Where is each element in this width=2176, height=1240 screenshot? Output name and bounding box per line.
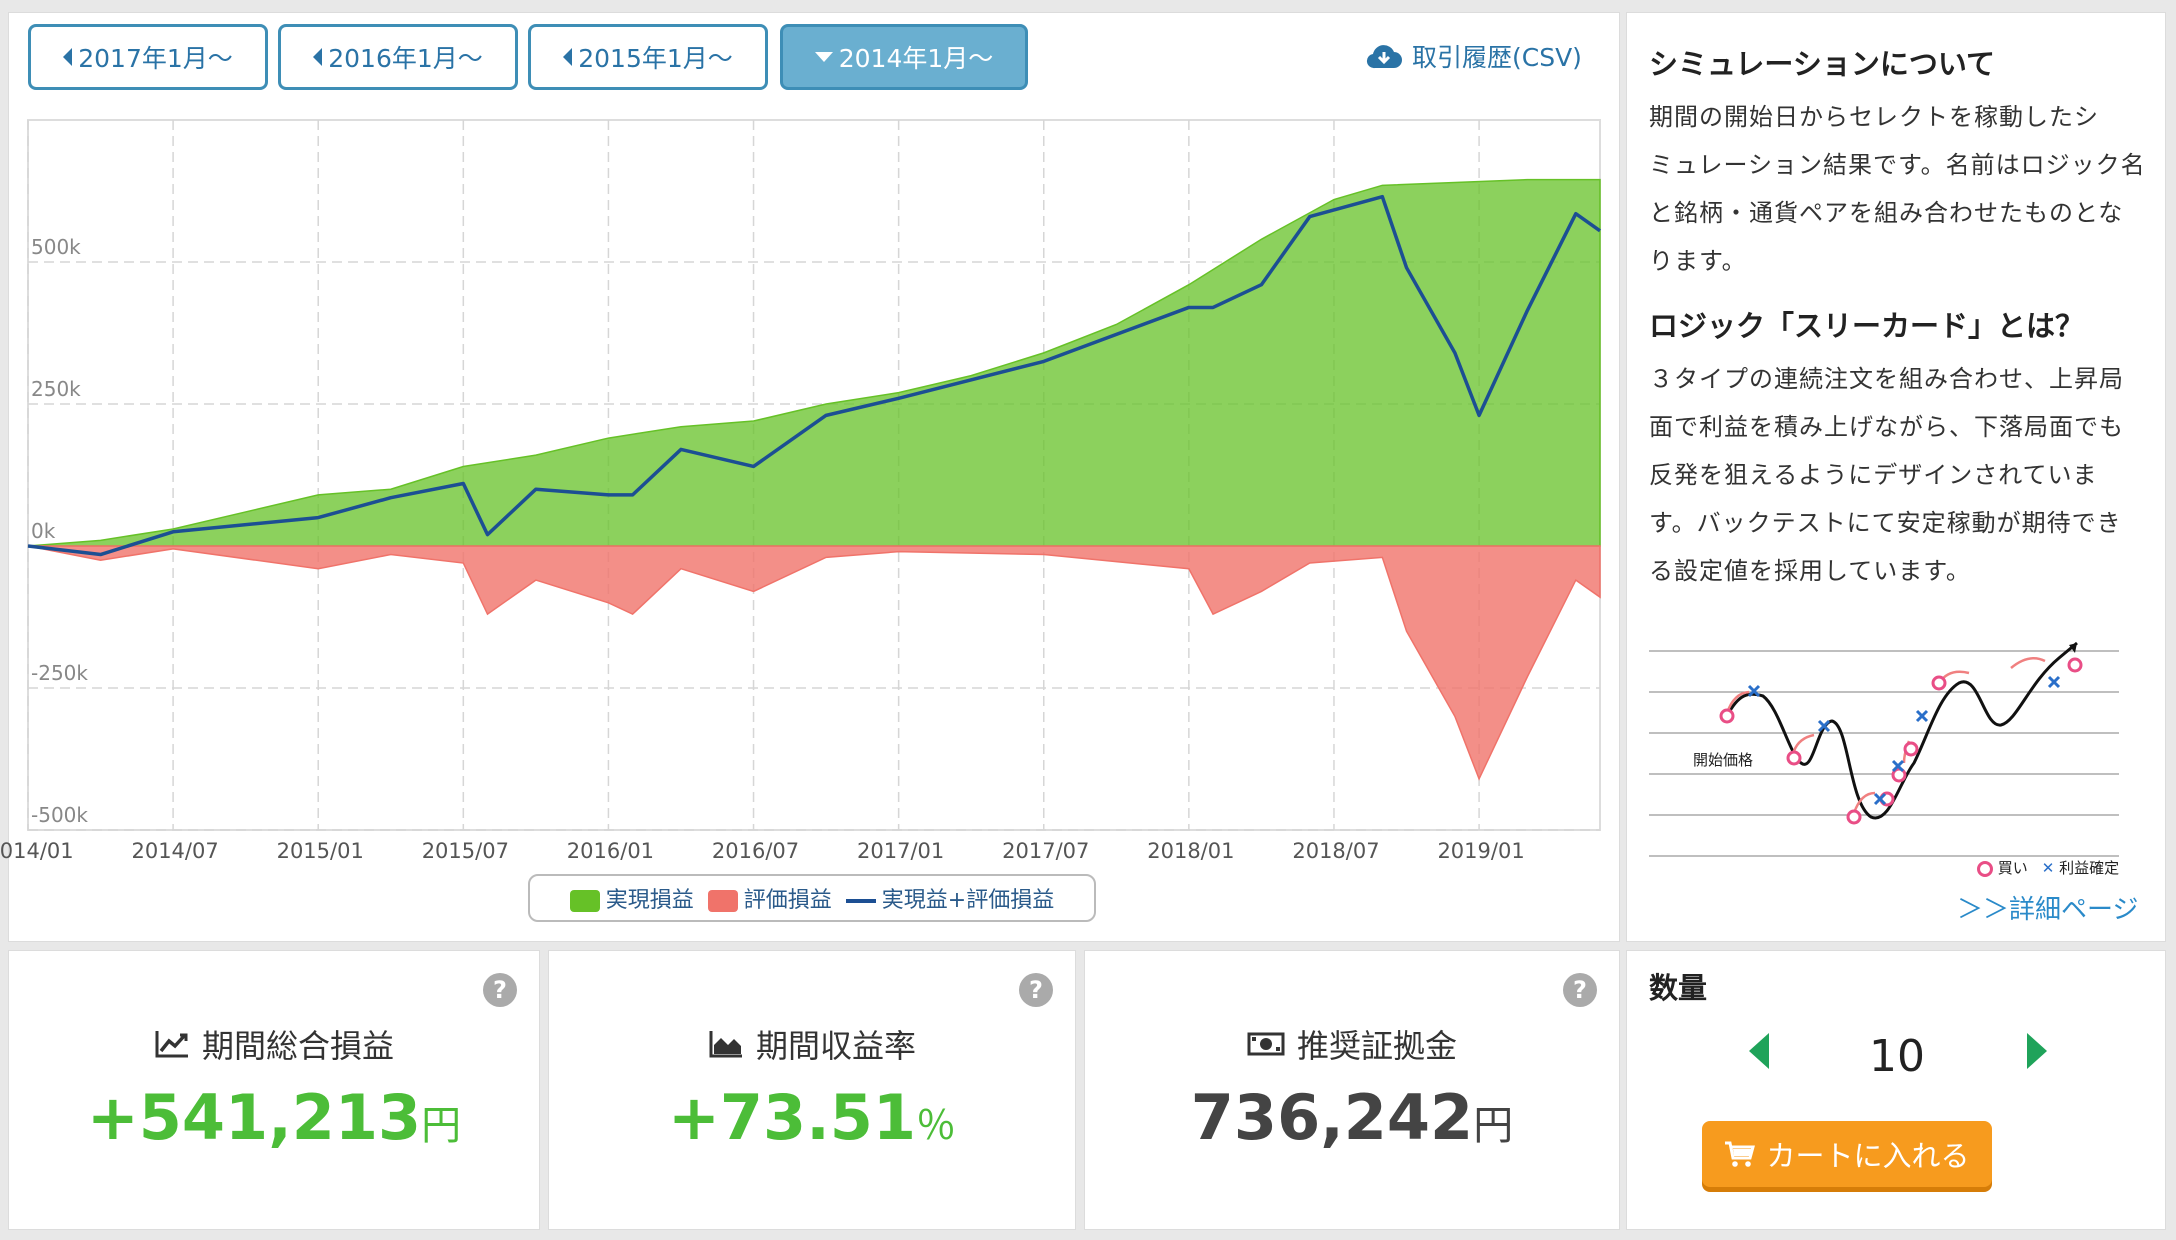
csv-link-label: 取引履歴(CSV) bbox=[1412, 43, 1582, 72]
simulation-text-line: ミュレーション結果です。名前はロジック名 bbox=[1649, 151, 2146, 179]
logic-text-line: ３タイプの連続注文を組み合わせ、上昇局 bbox=[1649, 365, 2124, 393]
x-tick-label: 2019/01 bbox=[1437, 839, 1524, 863]
x-tick-label: 2016/01 bbox=[567, 839, 654, 863]
stat-margin: ? 推奨証拠金 736,242円 bbox=[1084, 950, 1620, 1230]
legend-item-unrealized[interactable]: 評価損益 bbox=[707, 882, 832, 914]
y-tick-label: -250k bbox=[31, 661, 88, 685]
caret-down-icon bbox=[814, 52, 833, 62]
stat-value: 736,242 bbox=[1190, 1081, 1474, 1154]
stat-title: 期間総合損益 bbox=[201, 1027, 394, 1065]
logic-diagram bbox=[1649, 641, 2119, 857]
tab-2016[interactable]: 2016年1月〜 bbox=[278, 24, 518, 90]
money-icon bbox=[1247, 1032, 1285, 1056]
logic-text-line: 反発を狙えるようにデザインされていま bbox=[1649, 461, 2098, 489]
stat-unit: ％ bbox=[916, 1103, 957, 1149]
info-panel: シミュレーションについて 期間の開始日からセレクトを稼動したシ ミュレーション結… bbox=[1626, 12, 2166, 942]
tab-2014[interactable]: 2014年1月〜 bbox=[780, 24, 1028, 90]
stat-title: 期間収益率 bbox=[755, 1027, 916, 1065]
help-icon[interactable]: ? bbox=[1563, 973, 1597, 1007]
diagram-legend: 買い ✕ 利益確定 bbox=[1977, 857, 2119, 878]
tab-2015[interactable]: 2015年1月〜 bbox=[528, 24, 768, 90]
y-tick-label: 500k bbox=[31, 235, 81, 259]
x-tick-label: 2018/07 bbox=[1292, 839, 1379, 863]
stat-value: +73.51 bbox=[667, 1081, 917, 1154]
profit-chart: 500k 250k 0k -250k -500k 2014/01 2014/07 2015/0… bbox=[0, 119, 1602, 863]
chart-legend: 実現損益 評価損益 実現益+評価損益 bbox=[528, 874, 1096, 922]
x-tick-label: 2014/01 bbox=[0, 839, 74, 863]
logic-text-line: す。バックテストにて安定稼動が期待でき bbox=[1649, 509, 2122, 537]
stat-unit: 円 bbox=[1473, 1103, 1514, 1149]
realized-profit-area bbox=[27, 178, 1601, 547]
y-tick-label: -500k bbox=[31, 803, 88, 827]
line-chart-icon bbox=[155, 1031, 188, 1058]
stat-return-rate: ? 期間収益率 +73.51％ bbox=[548, 950, 1076, 1230]
profit-marker-icon: ✕ bbox=[2041, 859, 2055, 877]
quantity-value[interactable]: 10 bbox=[1869, 1031, 1925, 1082]
add-to-cart-button[interactable]: カートに入れる bbox=[1702, 1121, 1992, 1187]
x-tick-label: 2017/07 bbox=[1002, 839, 1089, 863]
x-tick-label: 2015/07 bbox=[422, 839, 509, 863]
y-tick-label: 0k bbox=[31, 519, 56, 543]
x-tick-label: 2015/01 bbox=[277, 839, 364, 863]
simulation-heading: シミュレーションについて bbox=[1649, 47, 1995, 81]
legend-item-total[interactable]: 実現益+評価損益 bbox=[845, 882, 1054, 914]
stat-unit: 円 bbox=[421, 1103, 462, 1149]
x-tick-label: 2016/07 bbox=[712, 839, 799, 863]
tab-label: 2014年1月〜 bbox=[838, 44, 994, 73]
simulation-text-line: と銘柄・通貨ペアを組み合わせたものとな bbox=[1649, 199, 2124, 227]
order-panel: 数量 10 カートに入れる bbox=[1626, 950, 2166, 1230]
logic-heading: ロジック「スリーカード」とは？ bbox=[1649, 309, 2085, 343]
y-tick-label: 250k bbox=[31, 377, 81, 401]
quantity-decrease-button[interactable] bbox=[1749, 1033, 1769, 1069]
caret-left-icon bbox=[563, 48, 573, 66]
cart-label: カートに入れる bbox=[1766, 1139, 1970, 1173]
tab-label: 2017年1月〜 bbox=[78, 44, 233, 73]
x-tick-label: 2014/07 bbox=[131, 839, 218, 863]
total-profit-line bbox=[27, 194, 1602, 557]
tab-label: 2015年1月〜 bbox=[578, 44, 733, 73]
simulation-text-line: 期間の開始日からセレクトを稼動したシ bbox=[1649, 103, 2099, 131]
simulation-text-line: ります。 bbox=[1649, 247, 1747, 275]
stat-title: 推奨証拠金 bbox=[1296, 1027, 1457, 1065]
help-icon[interactable]: ? bbox=[483, 973, 517, 1007]
caret-left-icon bbox=[313, 48, 323, 66]
stat-value: +541,213 bbox=[86, 1081, 422, 1154]
unrealized-profit-area bbox=[27, 545, 1601, 781]
area-chart-icon bbox=[709, 1031, 742, 1058]
diagram-start-label: 開始価格 bbox=[1693, 751, 1754, 769]
quantity-label: 数量 bbox=[1649, 971, 1708, 1005]
x-tick-label: 2017/01 bbox=[857, 839, 944, 863]
detail-page-link[interactable]: ＞＞詳細ページ bbox=[1957, 895, 2139, 925]
cloud-download-icon bbox=[1366, 45, 1402, 69]
quantity-increase-button[interactable] bbox=[2027, 1033, 2047, 1069]
help-icon[interactable]: ? bbox=[1019, 973, 1053, 1007]
x-tick-label: 2018/01 bbox=[1147, 839, 1234, 863]
logic-text-line: る設定値を採用しています。 bbox=[1649, 557, 1971, 585]
csv-download-link[interactable]: 取引履歴(CSV) bbox=[1366, 38, 1582, 74]
stat-total-profit: ? 期間総合損益 +541,213円 bbox=[8, 950, 540, 1230]
tab-label: 2016年1月〜 bbox=[328, 44, 483, 73]
buy-marker-icon bbox=[1977, 860, 1993, 877]
legend-item-realized[interactable]: 実現損益 bbox=[569, 882, 694, 914]
caret-left-icon bbox=[63, 48, 73, 66]
cart-icon bbox=[1725, 1141, 1756, 1167]
tab-2017[interactable]: 2017年1月〜 bbox=[28, 24, 268, 90]
logic-text-line: 面で利益を積み上げながら、下落局面でも bbox=[1649, 413, 2124, 441]
